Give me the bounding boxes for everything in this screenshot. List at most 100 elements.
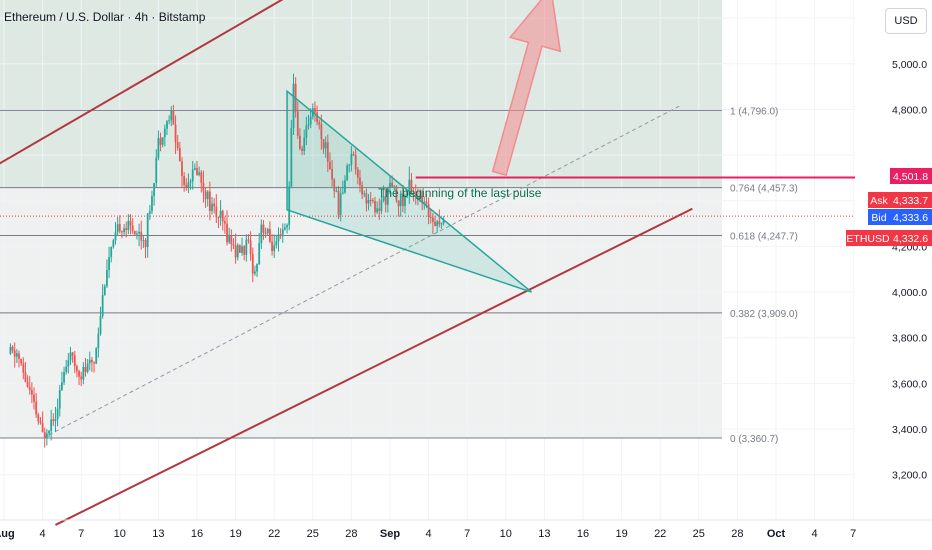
candle-down bbox=[247, 239, 250, 241]
price-axis-area[interactable] bbox=[722, 0, 932, 550]
candle-down bbox=[412, 191, 415, 195]
currency-button[interactable]: USD bbox=[885, 8, 927, 34]
candle-up bbox=[198, 172, 201, 175]
candle-down bbox=[204, 191, 207, 200]
candle-down bbox=[73, 355, 76, 367]
time-tick-label: 19 bbox=[615, 528, 627, 540]
candle-up bbox=[254, 271, 256, 274]
price-label-bg bbox=[890, 168, 932, 184]
price-label-bg bbox=[890, 230, 932, 246]
fibonacci-levels[interactable]: 1.382 (5,344.3)1 (4,796.0)0.764 (4,457.3… bbox=[0, 0, 798, 445]
candle-down bbox=[22, 363, 25, 373]
candle-down bbox=[174, 124, 177, 143]
time-tick-label: 7 bbox=[850, 528, 856, 540]
candle-down bbox=[20, 358, 23, 364]
candle-up bbox=[95, 348, 98, 364]
candle-down bbox=[215, 206, 218, 217]
time-tick-label: 28 bbox=[345, 528, 357, 540]
candle-down bbox=[314, 108, 316, 113]
candle-up bbox=[123, 228, 125, 233]
candle-up bbox=[324, 142, 327, 149]
price-tick-label: 4,000.0 bbox=[892, 287, 927, 299]
candle-down bbox=[78, 371, 80, 377]
candle-up bbox=[142, 240, 145, 242]
candle-down bbox=[202, 182, 205, 192]
dashed-trend-line[interactable] bbox=[42, 105, 680, 439]
time-tick-label: Sep bbox=[380, 528, 400, 540]
price-label-value: 4,333.6 bbox=[893, 212, 928, 224]
candle-down bbox=[374, 201, 376, 213]
projection-arrow[interactable] bbox=[491, 0, 562, 177]
candle-up bbox=[166, 121, 168, 129]
candle-up bbox=[241, 246, 243, 253]
candle-up bbox=[50, 419, 53, 431]
trend-lines[interactable] bbox=[0, 0, 855, 526]
channel-lower-line[interactable] bbox=[55, 207, 693, 526]
candle-up bbox=[245, 239, 248, 255]
candle-down bbox=[301, 148, 303, 151]
candle-up bbox=[273, 245, 276, 252]
candle-down bbox=[361, 185, 364, 195]
chart-title: Ethereum / U.S. Dollar · 4h · Bitstamp bbox=[4, 10, 206, 24]
candle-down bbox=[133, 230, 136, 235]
candle-up bbox=[266, 228, 269, 234]
candle-up bbox=[419, 195, 421, 200]
candle-up bbox=[290, 128, 293, 187]
candle-down bbox=[221, 210, 224, 222]
candle-up bbox=[151, 195, 153, 212]
candle-down bbox=[431, 217, 434, 222]
candle-down bbox=[131, 225, 134, 231]
candle-down bbox=[271, 241, 273, 252]
channel-upper-line[interactable] bbox=[0, 0, 557, 187]
candle-up bbox=[112, 240, 115, 247]
candle-down bbox=[125, 228, 128, 230]
price-label-resistance: 4,501.8 bbox=[890, 168, 932, 184]
up-arrow[interactable] bbox=[491, 0, 562, 177]
candle-up bbox=[408, 179, 411, 191]
price-tick-label: 3,200.0 bbox=[892, 470, 927, 482]
candle-down bbox=[178, 148, 181, 162]
candle-down bbox=[144, 240, 147, 248]
candle-up bbox=[442, 220, 445, 224]
candle-down bbox=[329, 161, 331, 170]
time-tick-label: 10 bbox=[500, 528, 512, 540]
candle-down bbox=[333, 179, 336, 192]
candle-down bbox=[318, 122, 321, 125]
candle-up bbox=[309, 116, 312, 125]
price-tick-label: 3,400.0 bbox=[892, 424, 927, 436]
candle-down bbox=[269, 228, 271, 242]
candle-down bbox=[223, 221, 226, 224]
candle-up bbox=[281, 229, 284, 235]
candle-down bbox=[391, 182, 394, 187]
candle-up bbox=[436, 221, 439, 226]
candle-down bbox=[93, 362, 95, 364]
candle-down bbox=[172, 110, 175, 125]
candle-up bbox=[284, 227, 286, 230]
candle-down bbox=[183, 176, 186, 185]
wedge-triangle[interactable] bbox=[286, 89, 533, 293]
time-tick-label: 7 bbox=[464, 528, 470, 540]
time-tick-label: 25 bbox=[693, 528, 705, 540]
falling-wedge[interactable] bbox=[286, 89, 533, 293]
candle-up bbox=[99, 316, 102, 334]
candle-up bbox=[189, 181, 192, 183]
candle-down bbox=[296, 111, 299, 136]
candle-down bbox=[316, 112, 318, 123]
candle-up bbox=[363, 193, 366, 195]
candle-up bbox=[386, 187, 389, 205]
candle-up bbox=[348, 164, 351, 166]
candle-up bbox=[168, 120, 171, 122]
time-axis[interactable]: Aug 4 7 10 13 16 19 22 25 28 Sep 4 7 10 13 16 19 22 25 28 Oc… bbox=[0, 519, 932, 540]
candle-down bbox=[232, 244, 235, 246]
candle-down bbox=[384, 196, 387, 205]
candle-up bbox=[155, 157, 158, 184]
candle-down bbox=[331, 169, 333, 180]
fib-level-label: 0 (3,360.7) bbox=[730, 434, 778, 445]
price-axis[interactable]: 3,200.03,400.03,600.03,800.04,000.04,200… bbox=[722, 0, 932, 550]
candle-up bbox=[275, 241, 278, 246]
candle-up bbox=[256, 264, 258, 272]
time-tick-label: 7 bbox=[78, 528, 84, 540]
candle-up bbox=[406, 190, 409, 196]
candle-down bbox=[279, 234, 282, 236]
